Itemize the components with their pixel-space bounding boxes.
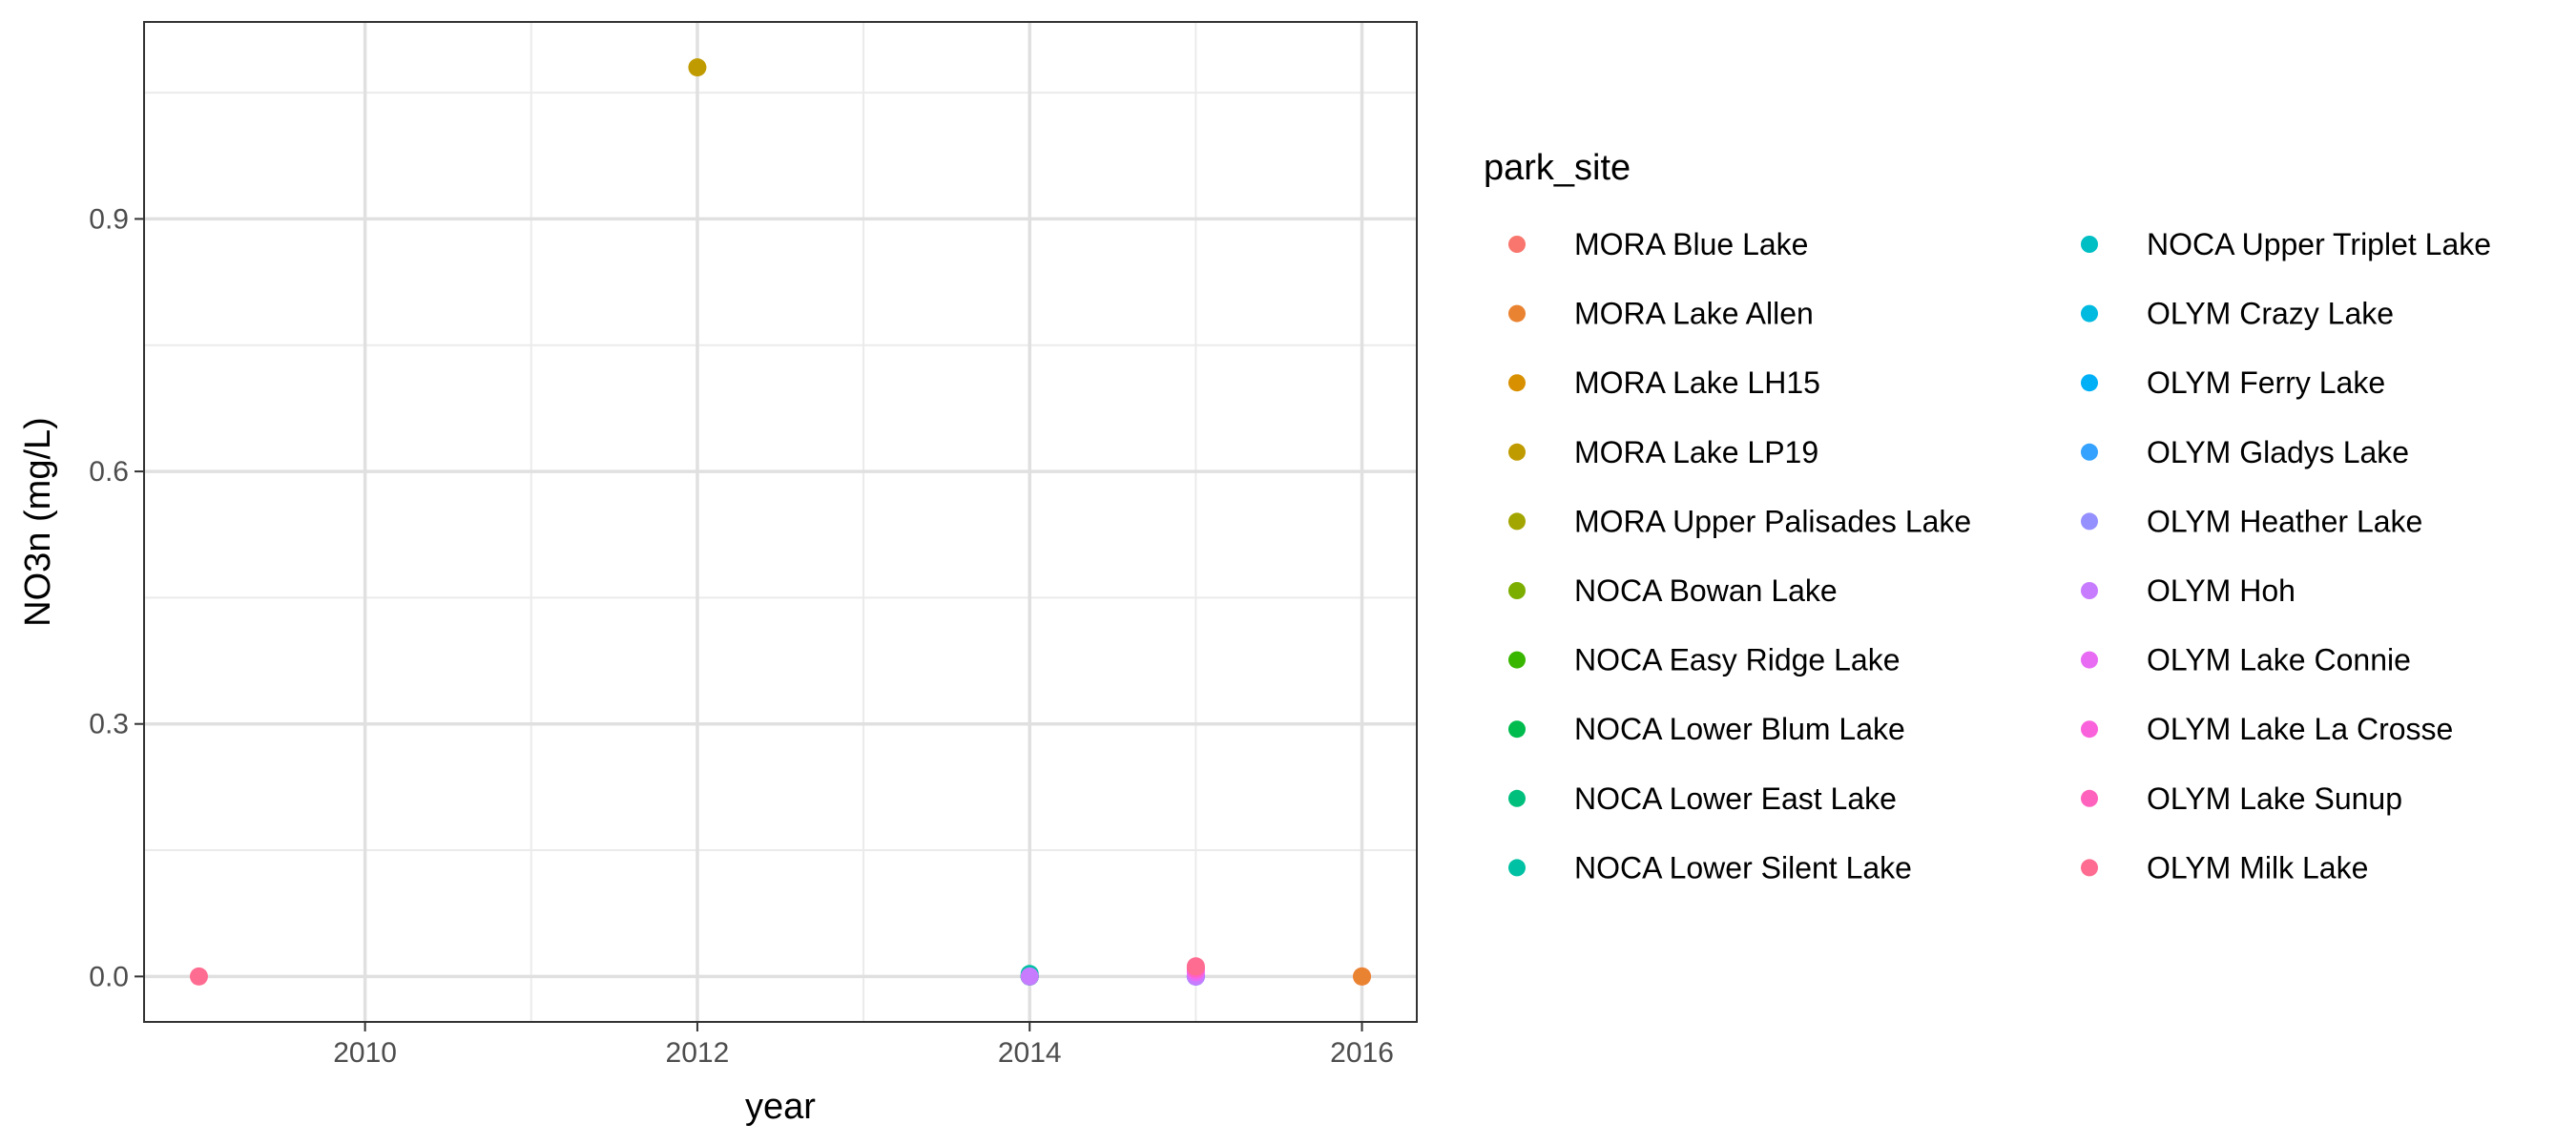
legend-item: OLYM Lake La Crosse [2081,712,2453,746]
data-point [1186,957,1205,976]
legend-key [2081,236,2098,253]
legend-key [1508,512,1526,531]
x-tick-label: 2014 [998,1037,1062,1069]
y-tick-label: 0.9 [89,203,129,235]
legend-key [1508,789,1526,807]
legend-label: NOCA Lower East Lake [1574,781,1897,816]
panel-border [143,21,1418,1023]
legend-key [1508,651,1526,669]
legend-label: MORA Lake LP19 [1574,435,1818,469]
legend-item: NOCA Bowan Lake [1508,573,1838,608]
legend-item: NOCA Lower East Lake [1508,781,1897,816]
legend-key [2081,304,2098,323]
legend-key [2081,512,2098,531]
legend-item: MORA Lake LH15 [1508,365,1820,400]
legend-item: OLYM Ferry Lake [2081,365,2385,400]
data-point [688,58,707,77]
y-axis-title: NO3n (mg/L) [18,417,58,627]
legend-key [1508,443,1526,461]
legend-key [2081,443,2098,461]
legend-key [2081,789,2098,807]
x-tick-label: 2010 [333,1037,397,1069]
legend-item: NOCA Easy Ridge Lake [1508,643,1901,677]
legend-label: NOCA Easy Ridge Lake [1574,643,1901,677]
legend-label: MORA Upper Palisades Lake [1574,504,1971,538]
legend-key [1508,304,1526,323]
legend-label: OLYM Lake La Crosse [2147,712,2453,746]
data-point [1353,967,1372,986]
legend-item: OLYM Heather Lake [2081,504,2422,538]
x-tick-label: 2012 [666,1037,730,1069]
legend-label: MORA Blue Lake [1574,227,1808,261]
legend-label: NOCA Lower Silent Lake [1574,850,1912,885]
legend-item: OLYM Gladys Lake [2081,435,2409,469]
panel-background [144,22,1417,1022]
legend-item: OLYM Crazy Lake [2081,297,2394,331]
legend-item: OLYM Hoh [2081,573,2296,608]
legend-key [1508,859,1526,877]
legend-key [2081,651,2098,669]
legend-item: NOCA Lower Blum Lake [1508,712,1905,746]
legend-key [2081,374,2098,392]
x-axis: 2010 2012 2014 2016 [333,1022,1394,1069]
data-point [189,967,208,986]
plot-panel [143,21,1418,1023]
legend-key [1508,582,1526,599]
legend-key [2081,582,2098,599]
legend-label: OLYM Lake Sunup [2147,781,2402,816]
legend-item: MORA Blue Lake [1508,227,1808,261]
legend-item: OLYM Lake Sunup [2081,781,2402,816]
legend-label: MORA Lake LH15 [1574,365,1820,400]
legend-item: OLYM Milk Lake [2081,850,2368,885]
y-tick-label: 0.6 [89,456,129,488]
legend-label: OLYM Crazy Lake [2147,297,2394,331]
legend: park_site MORA Blue Lake MORA Lake Allen M… [1484,148,2491,885]
legend-label: OLYM Milk Lake [2147,850,2368,885]
legend-title: park_site [1484,148,1631,188]
legend-key [1508,720,1526,739]
legend-label: OLYM Gladys Lake [2147,435,2409,469]
legend-key [2081,720,2098,739]
legend-label: OLYM Heather Lake [2147,504,2422,538]
legend-label: OLYM Hoh [2147,573,2296,608]
legend-key [2081,859,2098,877]
legend-label: NOCA Bowan Lake [1574,573,1838,608]
legend-key [1508,374,1526,392]
legend-label: OLYM Ferry Lake [2147,365,2385,400]
legend-key [1508,236,1526,253]
data-points [189,58,1372,986]
legend-item: MORA Upper Palisades Lake [1508,504,1971,538]
legend-label: NOCA Lower Blum Lake [1574,712,1905,746]
legend-item: MORA Lake LP19 [1508,435,1818,469]
legend-item: NOCA Upper Triplet Lake [2081,227,2491,261]
legend-item: OLYM Lake Connie [2081,643,2411,677]
data-point [1020,967,1039,986]
legend-label: NOCA Upper Triplet Lake [2147,227,2491,261]
x-axis-title: year [745,1087,816,1127]
grid-minor [144,22,1417,1022]
legend-label: MORA Lake Allen [1574,297,1814,331]
legend-label: OLYM Lake Connie [2147,643,2411,677]
y-axis: 0.0 0.3 0.6 0.9 [89,203,144,992]
legend-item: NOCA Lower Silent Lake [1508,850,1912,885]
y-tick-label: 0.0 [89,961,129,992]
x-tick-label: 2016 [1330,1037,1394,1069]
legend-item: MORA Lake Allen [1508,297,1814,331]
y-tick-label: 0.3 [89,709,129,740]
